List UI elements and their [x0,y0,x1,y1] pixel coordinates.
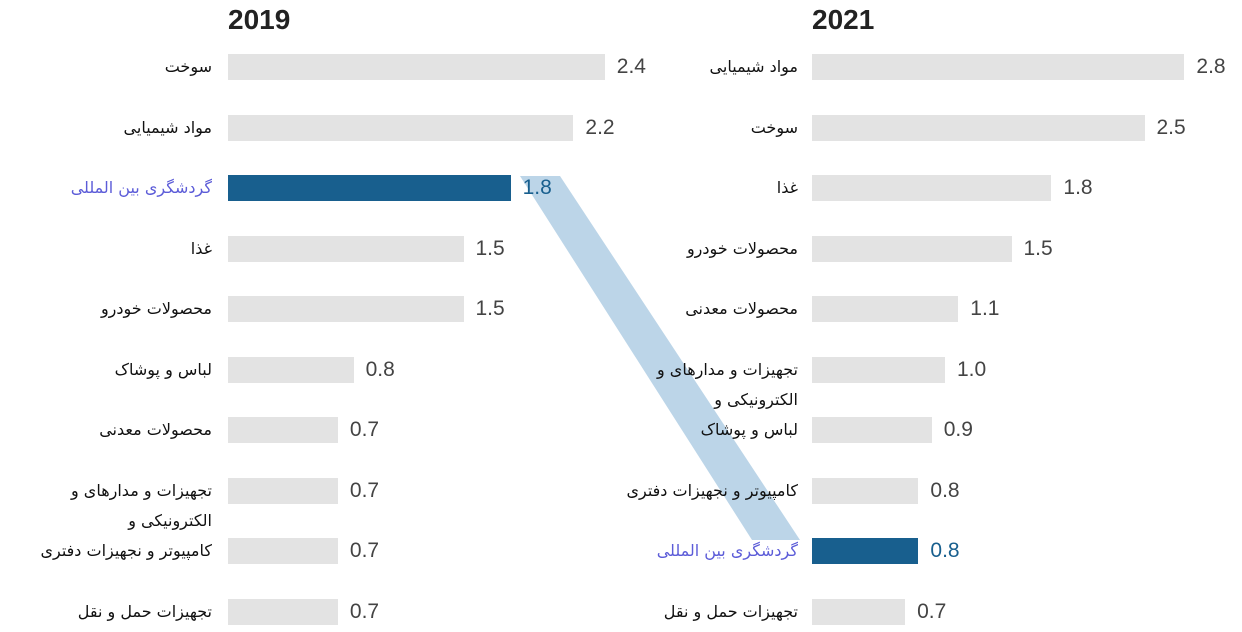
value-label: 2.4 [616,55,646,78]
category-label: غذا [190,238,212,258]
category-label: محصولات معدنی [685,299,798,318]
category-label: محصولات معدنی [99,420,212,439]
bar [812,296,959,322]
bar [228,296,464,322]
value-label: 2.5 [1156,115,1186,139]
bar [812,598,906,625]
bar [228,54,605,80]
bar [228,417,338,443]
bar [812,417,932,443]
value-label: 0.8 [930,539,960,562]
value-label: 1.0 [957,357,987,381]
category-label: مواد شیمیایی [123,117,212,137]
bar [812,54,1185,80]
category-label: کامپیوتر و نجهیزات دفتری [40,541,212,560]
ribbon [520,176,800,540]
value-label: 1.5 [1023,236,1053,260]
category-label: مواد شیمیایی [709,57,798,76]
bar [812,356,945,383]
category-label: سوخت [164,57,212,76]
category-label: لباس و پوشاک [700,420,798,439]
bar [228,356,354,383]
value-label: 1.8 [522,176,552,199]
category-label: گردشگری بین المللی [70,178,212,197]
bar [812,538,919,564]
category-label: محصولات خودرو [686,238,798,258]
category-label: سوخت [750,117,798,137]
value-label: 1.8 [1063,176,1093,199]
category-label: تجهیزات و مدارهای و الکترونیکی و [70,480,212,530]
value-label: 0.7 [349,478,380,502]
bar [228,114,574,141]
value-label: 0.7 [349,599,380,623]
bar [812,477,919,504]
bar [228,175,511,201]
bar [228,477,338,504]
bar [812,114,1145,141]
category-label: غذا [776,178,798,197]
category-label: تجهیزات و مدارهای و الکترونیکی و [656,359,798,409]
category-label: تجهیزات حمل و نقل [77,601,212,621]
bar [228,235,464,262]
value-label: 0.7 [349,418,380,441]
value-label: 0.7 [917,599,947,623]
category-label: تجهیزات حمل و نقل [663,601,798,621]
bar [812,175,1052,201]
value-label: 0.8 [365,357,395,381]
value-label: 2.2 [585,115,615,139]
bar [228,538,338,564]
category-label: گردشگری بین المللی [656,541,798,560]
panel-title: 2021 [812,4,875,35]
category-label: محصولات خودرو [100,299,212,318]
category-label: کامپیوتر و نجهیزات دفتری [626,480,798,500]
value-label: 2.8 [1196,55,1226,78]
category-label: لباس و پوشاک [114,359,212,379]
bar [228,598,338,625]
value-label: 0.7 [349,539,380,562]
value-label: 1.5 [475,297,505,320]
value-label: 0.9 [943,418,973,441]
value-label: 1.5 [475,236,505,260]
value-label: 1.1 [970,297,1000,320]
panel-title: 2019 [228,4,291,35]
value-label: 0.8 [930,478,960,502]
bar [812,235,1012,262]
